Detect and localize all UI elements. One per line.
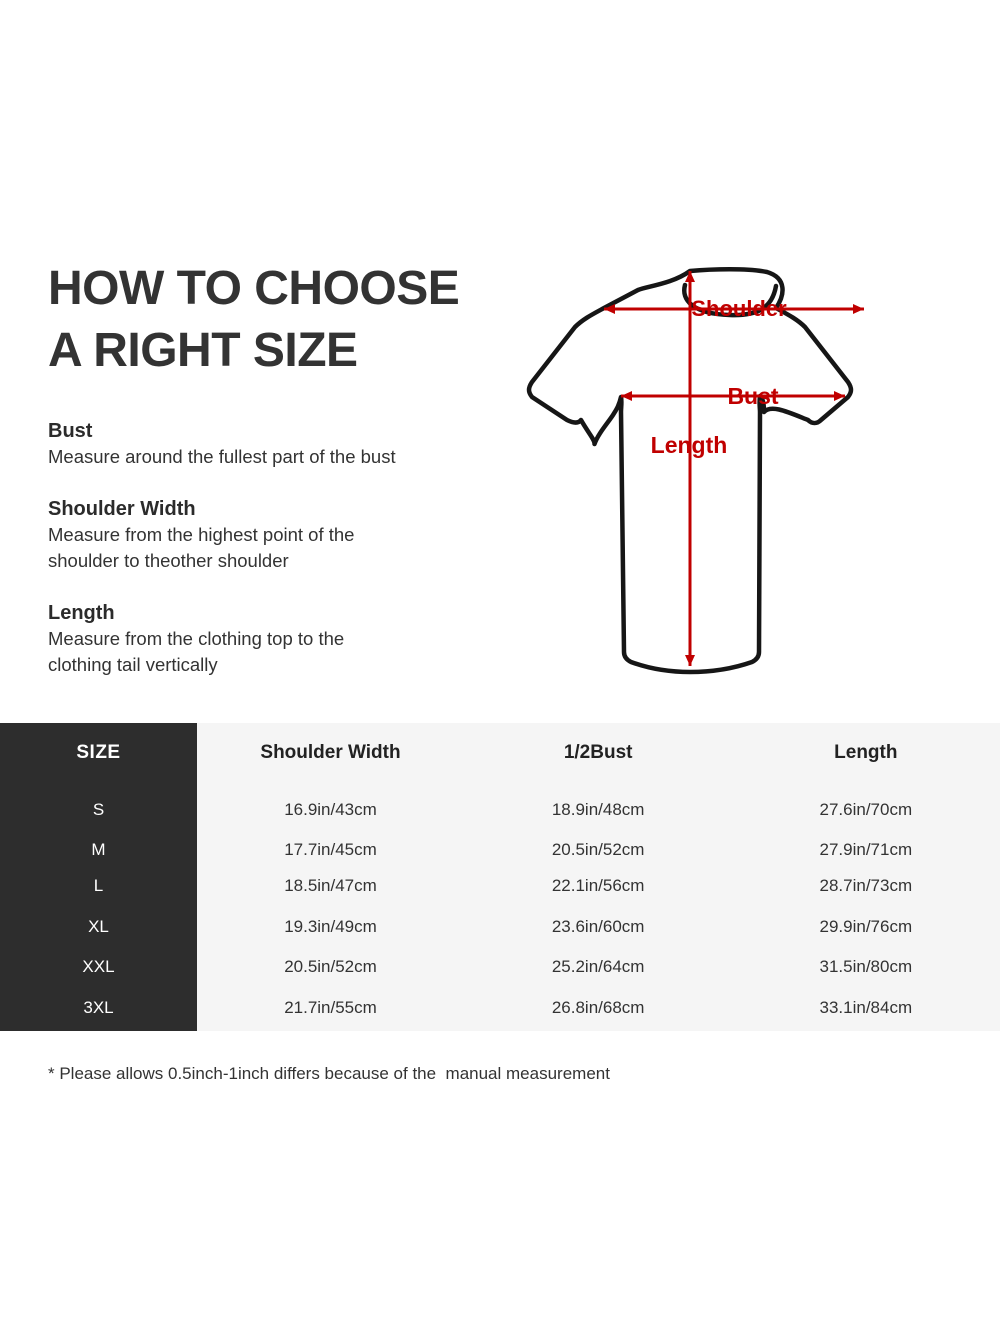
svg-text:Bust: Bust (727, 383, 778, 409)
svg-text:Length: Length (651, 432, 728, 458)
svg-text:Shoulder: Shoulder (691, 296, 787, 321)
